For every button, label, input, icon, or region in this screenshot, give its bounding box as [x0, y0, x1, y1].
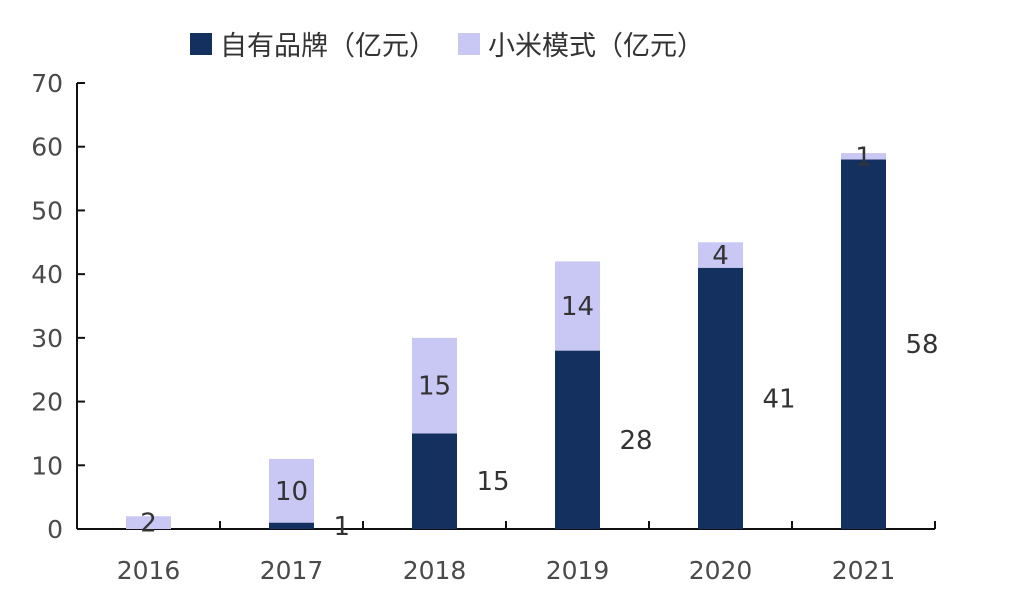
bar-own-brand [698, 267, 743, 529]
bar-own-brand [269, 522, 314, 529]
data-label-xiaomi-mode: 15 [418, 372, 451, 402]
bar-xiaomi-mode [269, 458, 314, 523]
y-tick-label: 30 [31, 324, 63, 353]
bar-xiaomi-mode [555, 261, 600, 351]
x-tick-label: 2021 [832, 556, 896, 585]
y-tick-label: 40 [31, 260, 63, 289]
y-tick-label: 70 [31, 69, 63, 98]
bar-xiaomi-mode [412, 337, 457, 434]
y-tick-label: 0 [47, 515, 63, 544]
data-label-xiaomi-mode: 10 [275, 477, 308, 507]
bar-own-brand [841, 159, 886, 529]
x-tick-label: 2018 [403, 556, 467, 585]
bar-own-brand [412, 433, 457, 529]
data-label-xiaomi-mode: 4 [712, 241, 729, 271]
data-label-own-brand: 41 [763, 384, 796, 414]
bar-xiaomi-mode [698, 242, 743, 268]
data-label-xiaomi-mode: 1 [855, 142, 872, 172]
x-tick-label: 2016 [117, 556, 181, 585]
data-label-own-brand: 15 [477, 467, 510, 497]
y-tick-label: 20 [31, 388, 63, 417]
bar-xiaomi-mode [841, 153, 886, 160]
y-tick-label: 10 [31, 451, 63, 480]
bar-own-brand [555, 350, 600, 529]
legend-swatch-own-brand [190, 32, 212, 55]
x-tick-label: 2019 [546, 556, 610, 585]
legend-swatch-xiaomi-mode [458, 32, 480, 55]
data-label-own-brand: 58 [906, 330, 939, 360]
data-label-xiaomi-mode: 14 [561, 292, 594, 322]
data-label-own-brand: 28 [620, 426, 653, 456]
x-tick-label: 2017 [260, 556, 324, 585]
y-tick-label: 50 [31, 196, 63, 225]
legend-item-xiaomi-mode: 小米模式（亿元） [458, 24, 704, 63]
x-tick-label: 2020 [689, 556, 753, 585]
legend-label-xiaomi-mode: 小米模式（亿元） [488, 31, 704, 62]
y-tick-label: 60 [31, 133, 63, 162]
legend-label-own-brand: 自有品牌（亿元） [220, 31, 436, 62]
legend-item-own-brand: 自有品牌（亿元） [190, 24, 436, 63]
data-label-own-brand: 1 [334, 512, 351, 542]
data-label-xiaomi-mode: 2 [140, 509, 157, 539]
bar-xiaomi-mode [126, 516, 171, 529]
legend: 自有品牌（亿元） 小米模式（亿元） [190, 24, 726, 63]
